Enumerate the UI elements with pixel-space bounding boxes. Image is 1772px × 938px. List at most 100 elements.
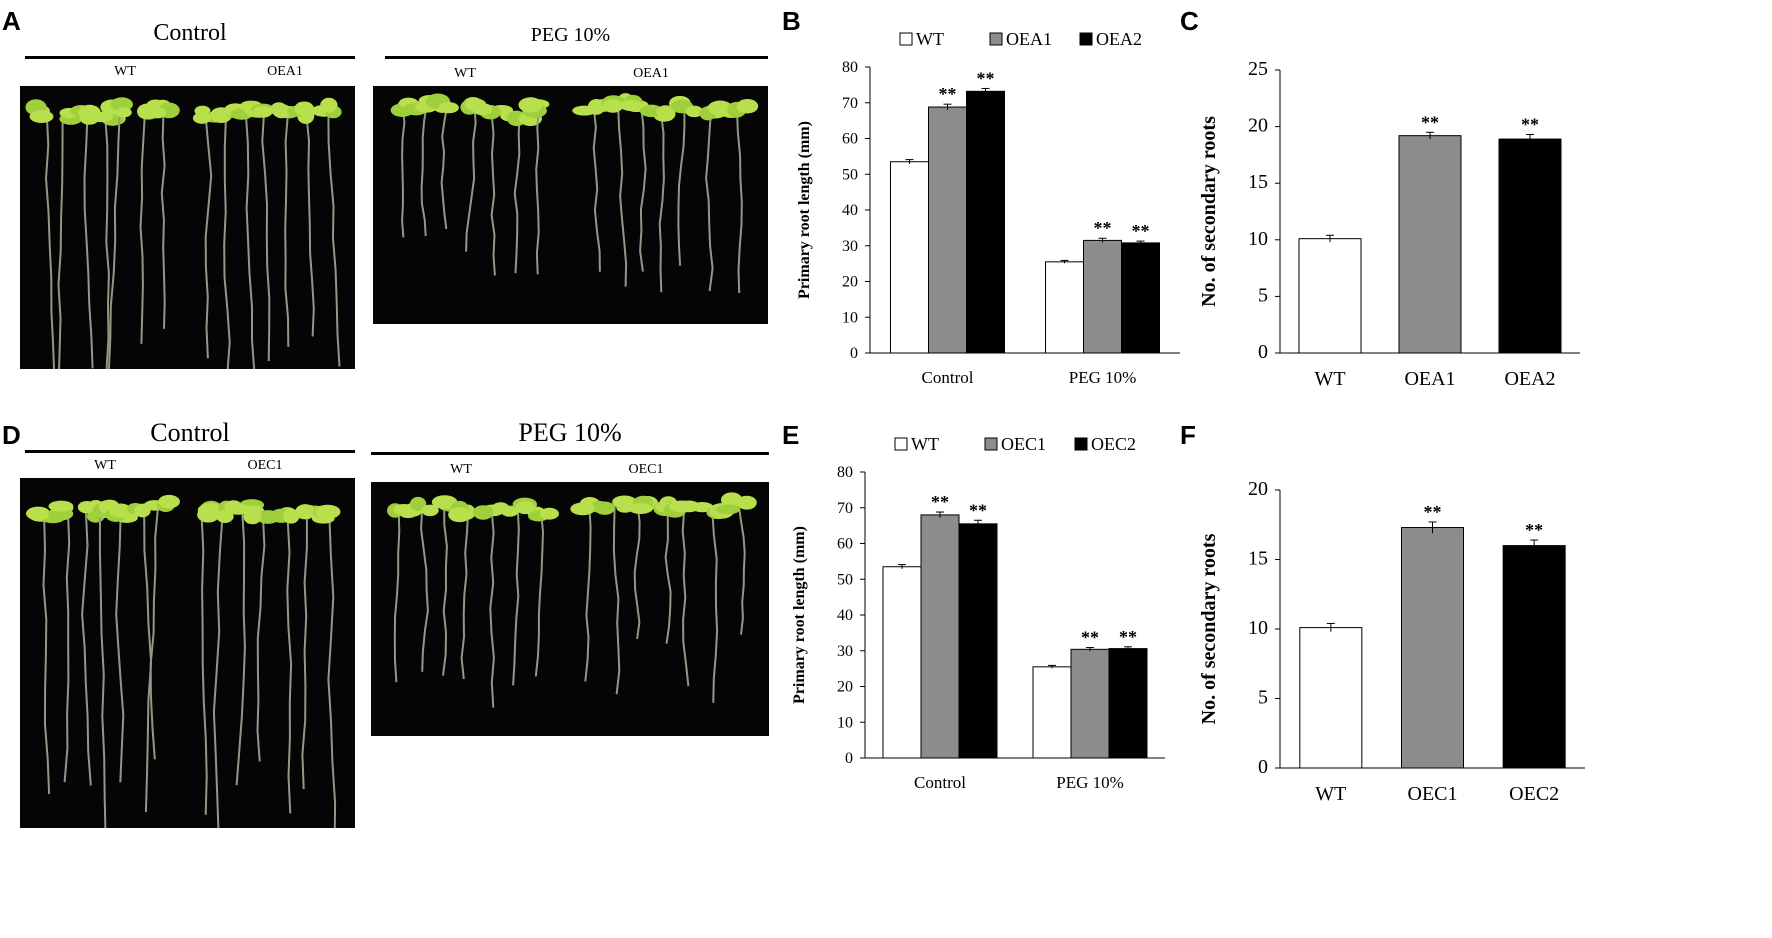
- photo-block-a-peg: PEG 10% WT OEA1: [373, 20, 768, 330]
- chart-f-secondary-roots: 0 5 10 15 20 No. of secondary roots WT ** OEC1 **…: [1195, 460, 1590, 820]
- photo-title: Control: [150, 418, 230, 447]
- photo-title-rule: [25, 450, 355, 453]
- seedling-leaf: [570, 502, 596, 516]
- y-axis-label: No. of secondary roots: [1198, 116, 1220, 307]
- seedling-root: [327, 514, 337, 828]
- legend-label: OEA1: [1006, 29, 1052, 49]
- seedling-root: [63, 509, 71, 783]
- y-tick-label: 70: [837, 500, 853, 517]
- seedling-root: [711, 511, 719, 703]
- seedling-leaf: [431, 495, 458, 509]
- seedling-root: [57, 116, 64, 369]
- photo-genotype-label: WT: [450, 462, 472, 477]
- chart-canvas: 0 5 10 15 20 25 No. of secondary roots WT ** OEA1…: [1198, 58, 1580, 390]
- seedling-root: [223, 113, 231, 369]
- panel-label-b: B: [782, 6, 801, 36]
- seedling-root: [235, 508, 246, 786]
- y-tick-label: 20: [1248, 115, 1268, 137]
- bar: [920, 514, 960, 759]
- seedling-illustration: [25, 97, 342, 369]
- seedling-leaf: [243, 509, 262, 525]
- bar: [1032, 666, 1072, 759]
- photo-genotype-label: OEA1: [267, 64, 303, 79]
- seedling-root: [327, 109, 341, 367]
- significance-label: **: [1424, 502, 1442, 522]
- seedling-photo: [20, 86, 355, 369]
- y-tick-label: 20: [1248, 478, 1268, 500]
- legend-swatch: [894, 437, 908, 451]
- y-tick-label: 80: [837, 464, 853, 481]
- seedling-leaf: [473, 505, 494, 520]
- seedling-root: [612, 503, 621, 695]
- seedling-root: [204, 114, 213, 359]
- seedling-leaf: [314, 504, 341, 519]
- photo-block-d-control: Control WT OEC1: [20, 418, 355, 828]
- seedling-root: [401, 106, 406, 238]
- y-tick-label: 40: [837, 607, 853, 624]
- seedling-root: [261, 109, 271, 362]
- y-tick-label: 15: [1248, 171, 1268, 193]
- panel-label-f: F: [1180, 420, 1196, 450]
- significance-label: **: [969, 500, 987, 520]
- panel-label-e: E: [782, 420, 800, 450]
- seedling-root: [305, 112, 315, 337]
- seedling-leaf: [149, 107, 166, 119]
- x-tick-label: PEG 10%: [1056, 773, 1124, 792]
- seedling-root: [149, 505, 160, 760]
- photo-title: PEG 10%: [518, 418, 622, 447]
- x-tick-label: WT: [1314, 368, 1345, 390]
- bar: [882, 566, 922, 759]
- y-tick-label: 5: [1258, 284, 1268, 306]
- seedling-photo: [371, 482, 769, 736]
- y-tick-label: 20: [837, 679, 853, 696]
- seedling-root: [244, 108, 256, 369]
- bar: [1298, 238, 1362, 354]
- seedling-root: [107, 109, 121, 369]
- x-tick-label: PEG 10%: [1069, 368, 1137, 387]
- seedling-illustration: [26, 494, 341, 828]
- seedling-leaf: [77, 500, 96, 514]
- seedling-root: [534, 510, 545, 677]
- photo-title: Control: [153, 20, 227, 46]
- significance-label: **: [1119, 627, 1137, 647]
- seedling-root: [286, 514, 293, 814]
- seedling-leaf: [602, 99, 623, 113]
- y-tick-label: 70: [842, 95, 858, 112]
- seedling-illustration: [387, 492, 757, 708]
- seedling-root: [212, 511, 224, 828]
- x-tick-label: Control: [922, 368, 974, 387]
- significance-label: **: [1132, 221, 1150, 241]
- seedling-root: [639, 106, 647, 272]
- seedling-leaf: [438, 102, 459, 114]
- seedling-root: [677, 106, 686, 266]
- y-tick-label: 40: [842, 202, 858, 219]
- legend-swatch: [1079, 32, 1093, 46]
- significance-label: **: [1521, 115, 1539, 135]
- seedling-root: [393, 509, 401, 683]
- bar: [928, 106, 967, 354]
- photo-title-rule: [385, 56, 768, 59]
- y-axis-label: Primary root length (mm): [796, 121, 813, 299]
- seedling-leaf: [272, 103, 292, 119]
- seedling-root: [460, 510, 470, 680]
- y-tick-label: 15: [1248, 548, 1268, 570]
- photo-genotype-label: WT: [114, 64, 136, 79]
- seedling-root: [44, 112, 55, 369]
- bar: [966, 90, 1005, 354]
- significance-label: **: [939, 84, 957, 104]
- seedling-leaf: [518, 97, 543, 113]
- bar: [890, 161, 929, 354]
- seedling-root: [81, 511, 92, 786]
- seedling-root: [535, 106, 541, 275]
- seedling-root: [104, 114, 110, 369]
- seedling-root: [440, 105, 449, 230]
- legend-swatch: [989, 32, 1003, 46]
- seedling-root: [681, 508, 690, 687]
- seedling-root: [200, 513, 208, 815]
- seedling-leaf: [500, 505, 519, 517]
- y-axis-label: Primary root length (mm): [791, 526, 808, 704]
- seedling-leaf: [158, 494, 180, 509]
- seedling-root: [301, 513, 308, 790]
- legend-label: WT: [911, 434, 939, 454]
- y-tick-label: 0: [1258, 341, 1268, 363]
